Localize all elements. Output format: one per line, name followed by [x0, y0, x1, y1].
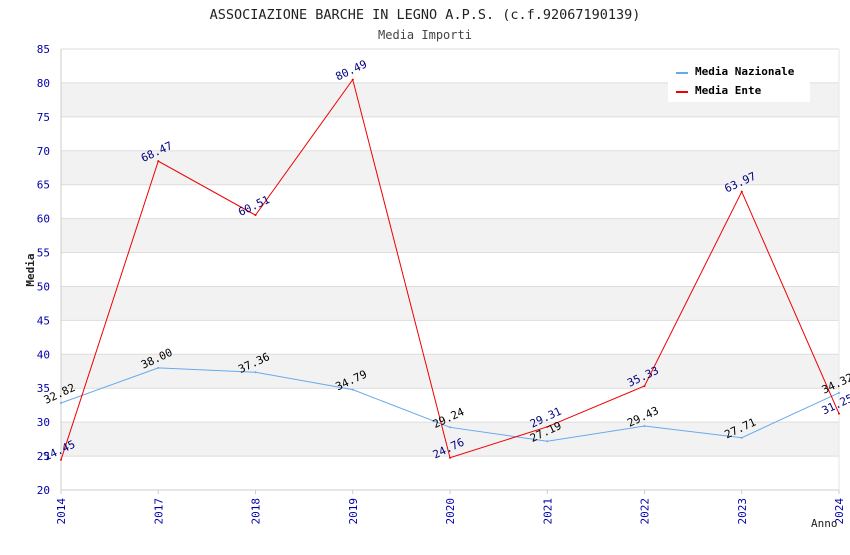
- grid-band: [61, 218, 839, 253]
- data-point: [740, 190, 743, 193]
- y-tick-label: 30: [37, 416, 50, 429]
- data-point: [838, 391, 840, 394]
- data-point: [643, 425, 646, 428]
- y-tick-label: 20: [37, 484, 50, 497]
- plot-background: [61, 49, 839, 490]
- x-tick-label: 2022: [639, 498, 652, 525]
- y-tick-label: 80: [37, 77, 50, 90]
- data-point: [546, 425, 549, 428]
- y-tick-label: 60: [37, 213, 50, 226]
- series-lines: [60, 78, 840, 461]
- y-tick-label: 40: [37, 348, 50, 361]
- grid-band: [61, 286, 839, 321]
- legend-box: [668, 58, 810, 102]
- data-point: [351, 388, 354, 391]
- data-point: [740, 436, 743, 439]
- y-tick-label: 55: [37, 247, 50, 260]
- y-tick-label: 25: [37, 450, 50, 463]
- y-tick-label: 35: [37, 382, 50, 395]
- data-point: [254, 214, 257, 217]
- y-tick-label: 85: [37, 43, 50, 56]
- data-point: [157, 366, 160, 369]
- x-tick-label: 2023: [736, 498, 749, 525]
- data-point: [449, 426, 451, 429]
- y-tick-label: 50: [37, 280, 50, 293]
- plot-area: [61, 49, 839, 490]
- y-axis-ticks: 20 25 30 35 40 45 50 55 60 65 70 75 80 85: [37, 43, 50, 497]
- x-tick-label: 2021: [541, 498, 554, 525]
- x-tick-label: 2017: [152, 498, 165, 525]
- x-axis-title: Anno: [811, 517, 838, 530]
- grid-band: [61, 354, 839, 389]
- x-tick-label: 2014: [55, 498, 68, 525]
- y-tick-label: 65: [37, 179, 50, 192]
- x-tick-label: 2019: [347, 498, 360, 525]
- y-axis-title: Media: [24, 253, 37, 286]
- data-point: [351, 78, 354, 81]
- data-point: [546, 440, 549, 443]
- legend: Media Nazionale Media Ente: [668, 58, 810, 102]
- grid-band: [61, 150, 839, 185]
- chart-title: ASSOCIAZIONE BARCHE IN LEGNO A.P.S. (c.f…: [210, 7, 641, 23]
- data-point: [254, 371, 257, 374]
- data-point: [60, 402, 62, 405]
- y-tick-label: 70: [37, 145, 50, 158]
- x-tick-label: 2018: [250, 498, 263, 525]
- data-point: [838, 412, 840, 415]
- legend-label-media-nazionale: Media Nazionale: [695, 65, 795, 78]
- chart-subtitle: Media Importi: [378, 28, 472, 42]
- x-axis-ticks: 2014 2017 2018 2019 2020 2021 2022 2023 2024: [55, 490, 846, 525]
- data-point: [449, 456, 451, 459]
- data-point: [643, 384, 646, 387]
- y-tick-label: 75: [37, 111, 50, 124]
- x-tick-label: 2020: [444, 498, 457, 525]
- data-point: [60, 458, 62, 461]
- data-point: [157, 160, 160, 163]
- legend-label-media-ente: Media Ente: [695, 84, 762, 97]
- y-tick-label: 45: [37, 314, 50, 327]
- x-tick-label: 2024: [833, 498, 846, 525]
